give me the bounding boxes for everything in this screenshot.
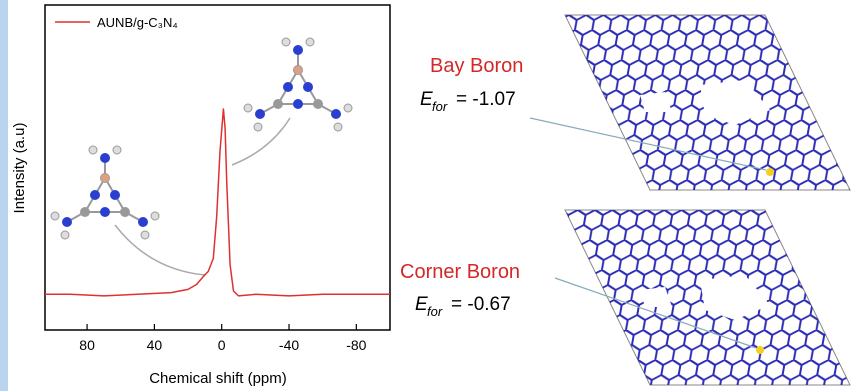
figure: Chemical shift (ppm) Intensity (a.u) 80 4…	[0, 0, 854, 391]
lattice-panel	[530, 10, 854, 391]
site-title: Corner Boron	[400, 261, 520, 283]
x-tick-label: -40	[279, 337, 299, 353]
legend-label: AUNB/g-C₃N₄	[97, 15, 178, 30]
energy-subscript: for	[432, 99, 448, 114]
site-title: Bay Boron	[430, 55, 523, 77]
connector	[115, 225, 205, 275]
molecule-inset	[244, 38, 352, 131]
energy-value: = -1.07	[456, 89, 516, 110]
boron-atom	[101, 174, 109, 182]
y-axis-label: Intensity (a.u)	[11, 123, 28, 214]
x-tick-label: 80	[79, 337, 95, 353]
energy-subscript: for	[427, 304, 443, 319]
x-tick-label: -80	[346, 337, 366, 353]
plot-frame	[45, 5, 390, 330]
energy-value: = -0.67	[451, 294, 511, 315]
boron-site	[756, 346, 764, 354]
series-line	[45, 109, 390, 296]
molecule-inset	[51, 146, 159, 239]
plot: Chemical shift (ppm) Intensity (a.u)	[11, 5, 390, 387]
x-tick-label: 40	[147, 337, 163, 353]
x-tick-label: 0	[218, 337, 226, 353]
x-axis-label: Chemical shift (ppm)	[149, 370, 287, 387]
boron-site	[766, 168, 774, 176]
side-strip	[0, 0, 8, 391]
boron-atom	[294, 66, 302, 74]
